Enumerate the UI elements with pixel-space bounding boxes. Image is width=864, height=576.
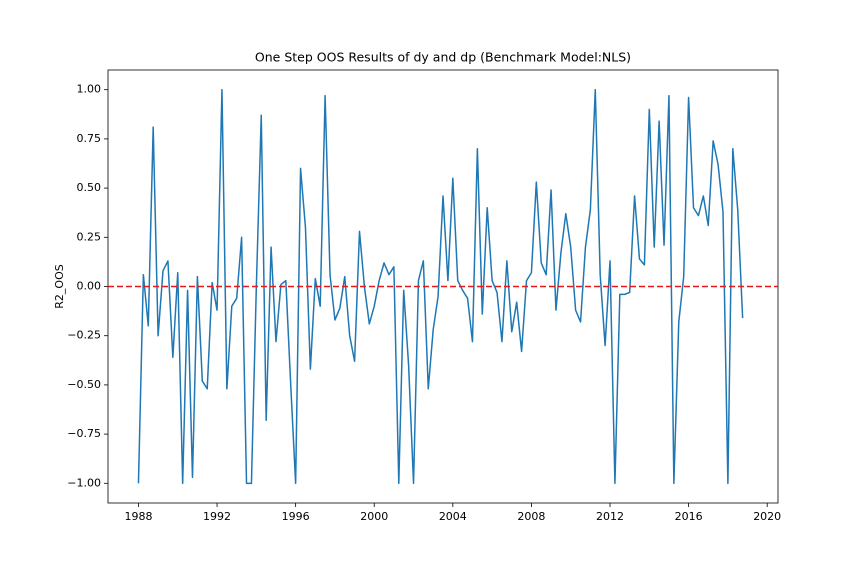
x-tick-label: 2008 bbox=[517, 510, 545, 523]
data-line bbox=[137, 88, 744, 485]
x-tick-label: 1992 bbox=[203, 510, 231, 523]
x-tick-label: 2016 bbox=[675, 510, 703, 523]
y-tick-label: −0.50 bbox=[67, 378, 101, 391]
y-tick-label: −1.00 bbox=[67, 476, 101, 489]
x-tick-label: 1988 bbox=[124, 510, 152, 523]
y-tick-label: 1.00 bbox=[77, 83, 102, 96]
y-tick-label: 0.00 bbox=[77, 280, 102, 293]
x-tick-label: 2004 bbox=[439, 510, 467, 523]
x-tick-label: 2012 bbox=[596, 510, 624, 523]
y-tick-label: −0.75 bbox=[67, 427, 101, 440]
x-tick-label: 2020 bbox=[753, 510, 781, 523]
y-tick-label: 0.50 bbox=[77, 181, 102, 194]
y-axis-label: R2_OOS bbox=[53, 264, 66, 308]
x-tick-label: 2000 bbox=[360, 510, 388, 523]
y-tick-label: 0.75 bbox=[77, 132, 102, 145]
y-tick-label: 0.25 bbox=[77, 230, 102, 243]
x-tick-label: 1996 bbox=[282, 510, 310, 523]
chart-title: One Step OOS Results of dy and dp (Bench… bbox=[255, 50, 631, 65]
y-tick-label: −0.25 bbox=[67, 329, 101, 342]
